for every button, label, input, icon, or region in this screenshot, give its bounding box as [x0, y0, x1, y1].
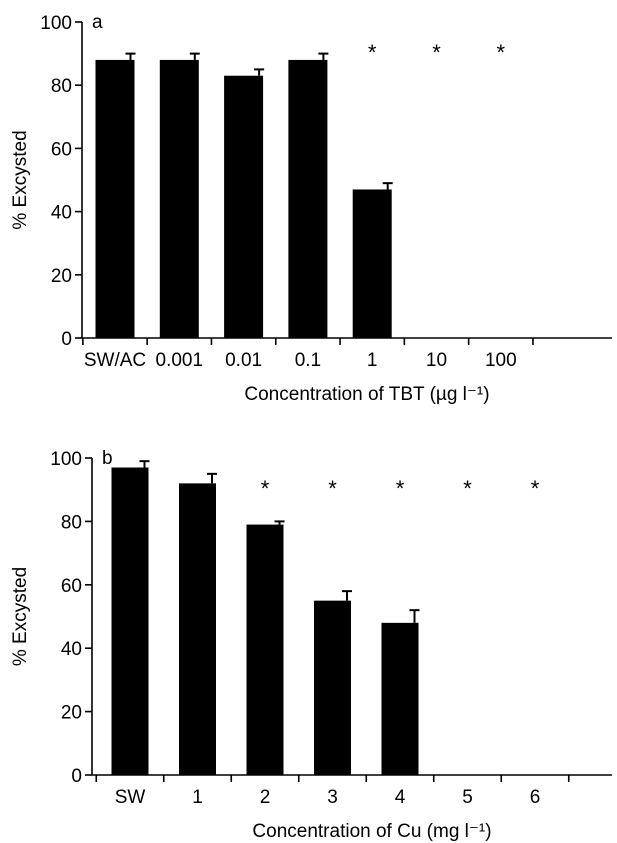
panel-a-bar [224, 75, 264, 338]
panel-a-y-tick-label: 20 [51, 266, 72, 287]
panel-a-y-tick-label: 60 [51, 139, 72, 160]
panel-b-bar [314, 600, 351, 775]
panel-a-significance-marker: * [368, 40, 377, 65]
panel-a-category-label: 10 [426, 350, 447, 371]
panel-b-significance-marker: * [463, 476, 472, 501]
panel-a-category-label: 0.001 [156, 350, 204, 371]
panel-a-category-label: 1 [367, 350, 378, 371]
panel-b-y-tick-label: 80 [61, 512, 82, 533]
panel-a-panel-label: a [92, 12, 103, 33]
panel-b-category-label: 1 [192, 787, 203, 808]
panel-a-bar [288, 59, 328, 339]
panel-a-category-label: 0.1 [295, 350, 321, 371]
panel-b-bar [246, 524, 284, 775]
panel-a-significance-marker: * [497, 40, 506, 65]
panel-a-category-label: 100 [485, 350, 517, 371]
panel-b-significance-marker: * [531, 476, 540, 501]
panel-a-significance-marker: * [432, 40, 441, 65]
panel-b-category-label: 4 [395, 787, 406, 808]
panel-b-category-label: 6 [530, 787, 541, 808]
panel-b-bar [111, 467, 149, 775]
panel-b-y-axis-title: % Excysted [10, 567, 31, 666]
panel-b-y-tick-label: 60 [61, 576, 82, 597]
panel-b-significance-marker: * [261, 476, 270, 501]
panel-b-y-tick-label: 100 [50, 449, 82, 470]
panel-b-bar [381, 622, 419, 775]
panel-b-category-label: SW [115, 787, 146, 808]
panel-a-x-axis-title: Concentration of TBT (µg l⁻¹) [244, 384, 489, 405]
panel-b-category-label: 5 [462, 787, 473, 808]
panel-a-y-tick-label: 40 [51, 203, 72, 224]
panel-a-bar [95, 59, 135, 339]
panel-b-category-label: 2 [260, 787, 271, 808]
panel-b-bar [179, 483, 216, 775]
panel-b-panel-label: b [102, 448, 113, 469]
panel-b-x-axis-title: Concentration of Cu (mg l⁻¹) [252, 821, 491, 842]
panel-b-significance-marker: * [328, 476, 337, 501]
panel-b-y-tick-label: 20 [61, 703, 82, 724]
panel-b-y-tick-label: 0 [71, 766, 82, 787]
panel-a-y-tick-label: 80 [51, 76, 72, 97]
panel-a-bar [159, 59, 199, 339]
panel-a-y-tick-label: 0 [61, 329, 72, 350]
panel-b-significance-marker: * [396, 476, 405, 501]
panel-a-category-label: SW/AC [84, 350, 146, 371]
panel-a-category-label: 0.01 [225, 350, 262, 371]
panel-a-bar [352, 189, 392, 338]
panel-b-category-label: 3 [327, 787, 338, 808]
panel-b-y-tick-label: 40 [61, 639, 82, 660]
panel-a-y-axis-title: % Excysted [10, 130, 31, 229]
panel-a-y-tick-label: 100 [40, 13, 72, 34]
